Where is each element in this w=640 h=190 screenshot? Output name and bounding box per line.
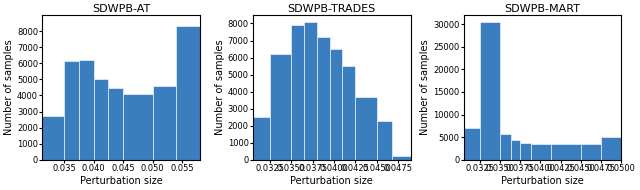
Bar [463, 128, 480, 160]
Bar [601, 137, 621, 160]
Title: SDWPB-TRADES: SDWPB-TRADES [288, 4, 376, 14]
Bar [531, 144, 551, 160]
Bar [355, 97, 376, 160]
Y-axis label: Number of samples: Number of samples [420, 40, 430, 135]
Bar [270, 54, 291, 160]
Y-axis label: Number of samples: Number of samples [215, 40, 225, 135]
X-axis label: Perturbation size: Perturbation size [80, 176, 163, 186]
Bar [108, 88, 123, 160]
Bar [123, 94, 153, 160]
Bar [253, 117, 270, 160]
Bar [342, 66, 355, 160]
Title: SDWPB-AT: SDWPB-AT [92, 4, 150, 14]
Bar [42, 116, 64, 160]
X-axis label: Perturbation size: Perturbation size [501, 176, 584, 186]
Bar [317, 37, 330, 160]
Bar [64, 61, 79, 160]
Bar [480, 22, 500, 160]
Bar [500, 134, 511, 160]
Y-axis label: Number of samples: Number of samples [4, 40, 14, 135]
Title: SDWPB-MART: SDWPB-MART [504, 4, 580, 14]
Bar [511, 139, 520, 160]
Bar [392, 156, 411, 160]
X-axis label: Perturbation size: Perturbation size [291, 176, 373, 186]
Bar [177, 26, 200, 160]
Bar [520, 143, 531, 160]
Bar [376, 121, 392, 160]
Bar [153, 86, 177, 160]
Bar [304, 22, 317, 160]
Bar [551, 144, 581, 160]
Bar [581, 144, 601, 160]
Bar [291, 25, 304, 160]
Bar [79, 60, 93, 160]
Bar [93, 79, 108, 160]
Bar [330, 49, 342, 160]
